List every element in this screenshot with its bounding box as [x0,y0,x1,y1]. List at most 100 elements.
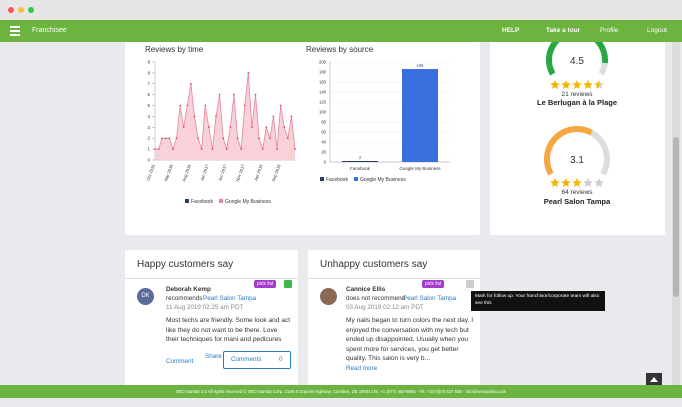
date: 03 Aug 2019 02:12 am PDT [346,304,424,311]
point [240,148,243,151]
place[interactable]: Pearl Salon Tampa [403,295,457,302]
locations-panel: 4.5 21 reviews Le Berlugan à la Plage 3.1 64… [490,42,665,235]
menu-icon[interactable] [10,26,20,36]
comment-link[interactable]: Comment [166,358,194,365]
verb: does not recommend [346,295,406,302]
author: Deborah Kemp [166,286,211,293]
badge[interactable]: pick list [422,280,445,288]
legend-label: Facebook [326,177,348,183]
x-tick-label: Apr 2018 [253,163,264,181]
y-tick-label: 3 [147,125,150,130]
happy-card: Happy customers say pick list DK Deborah… [125,250,298,385]
scrollbar[interactable] [672,42,680,385]
star [572,178,582,188]
window-chrome [0,0,682,20]
point [279,104,282,107]
star [561,80,571,90]
x-tick-label: Jun 2017 [217,163,228,182]
unhappy-card: Unhappy customers say pick list Cannice … [308,250,480,385]
gauge-label: 4.5 [570,56,584,67]
star [583,178,593,188]
point [179,104,182,107]
review-count: 64 reviews [561,189,593,196]
x-tick-label: Facebook [350,166,371,171]
place[interactable]: Pearl Salon Tampa [203,295,257,302]
y-tick-label: 0 [324,160,327,165]
nav-help[interactable]: HELP [502,27,520,34]
point [243,104,246,107]
y-tick-label: 8 [147,70,150,75]
y-tick-label: 0 [147,158,150,163]
point [290,115,293,118]
bar [402,69,438,162]
review-text: Most techs are friendly. Some look and a… [166,317,291,343]
legend-label: Google My Business [225,199,271,205]
point [225,148,228,151]
gauge-value [544,126,593,176]
avatar: DK [137,288,154,305]
star [550,80,560,90]
point [222,137,225,140]
y-tick-label: 20 [321,150,326,155]
point [276,148,278,151]
value-label: 186 [417,63,425,68]
badge[interactable]: pick list [254,280,277,288]
comments-box[interactable]: Comments 0 [223,351,291,369]
y-tick-label: 40 [321,140,326,145]
point [168,137,171,140]
gauge-value [546,42,608,76]
x-tick-label: Google My Business [399,166,441,171]
read-more[interactable]: Read more [346,365,378,372]
x-tick-label: Sep 2018 [271,163,282,182]
y-tick-label: 180 [319,70,327,75]
nav-logout[interactable]: Logout [647,27,667,34]
brand: Franchisee [32,27,67,34]
value-label: 2 [359,155,362,160]
nav-tour[interactable]: Take a tour [546,27,581,34]
point [254,93,257,96]
legend-swatch [353,177,358,181]
comments-label: Comments [231,356,262,363]
star [594,178,604,188]
point [265,126,268,129]
star [572,80,582,90]
legend-label: Google My Business [360,177,406,183]
point [268,137,271,140]
y-tick-label: 160 [319,80,327,85]
y-tick-label: 6 [147,92,150,97]
review-text: My nails began to turn colors the next d… [346,317,474,362]
y-tick-label: 1 [147,147,150,152]
x-tick-label: Oct 2015 [145,163,156,181]
point [283,126,286,129]
location-name: Pearl Salon Tampa [544,197,611,206]
line [155,72,296,151]
point [154,148,156,151]
checkbox[interactable] [284,280,292,288]
nav-profile[interactable]: Profile [600,27,619,34]
y-tick-label: 7 [147,81,150,86]
x-tick-label: Nov 2017 [235,163,246,182]
point [218,93,221,96]
share-link[interactable]: Share [205,353,222,360]
y-tick-label: 60 [321,130,326,135]
point [164,137,167,140]
area [155,72,295,160]
point [215,115,217,118]
y-tick-label: 120 [319,100,327,105]
point [272,115,275,118]
y-tick-label: 80 [321,120,326,125]
scroll-top[interactable] [646,373,662,387]
checkbox[interactable] [466,280,474,288]
location-name: Le Berlugan à la Plage [537,98,617,107]
bar [342,161,378,162]
point [233,93,235,96]
point [236,137,239,140]
footer: SEO Samba 2.0 All rights reserved © SEO … [0,385,682,398]
y-tick-label: 2 [147,136,150,141]
chart-title: Reviews by time [145,45,204,54]
point [207,126,210,129]
y-tick-label: 200 [319,60,327,65]
point [247,71,250,74]
point [172,148,174,151]
